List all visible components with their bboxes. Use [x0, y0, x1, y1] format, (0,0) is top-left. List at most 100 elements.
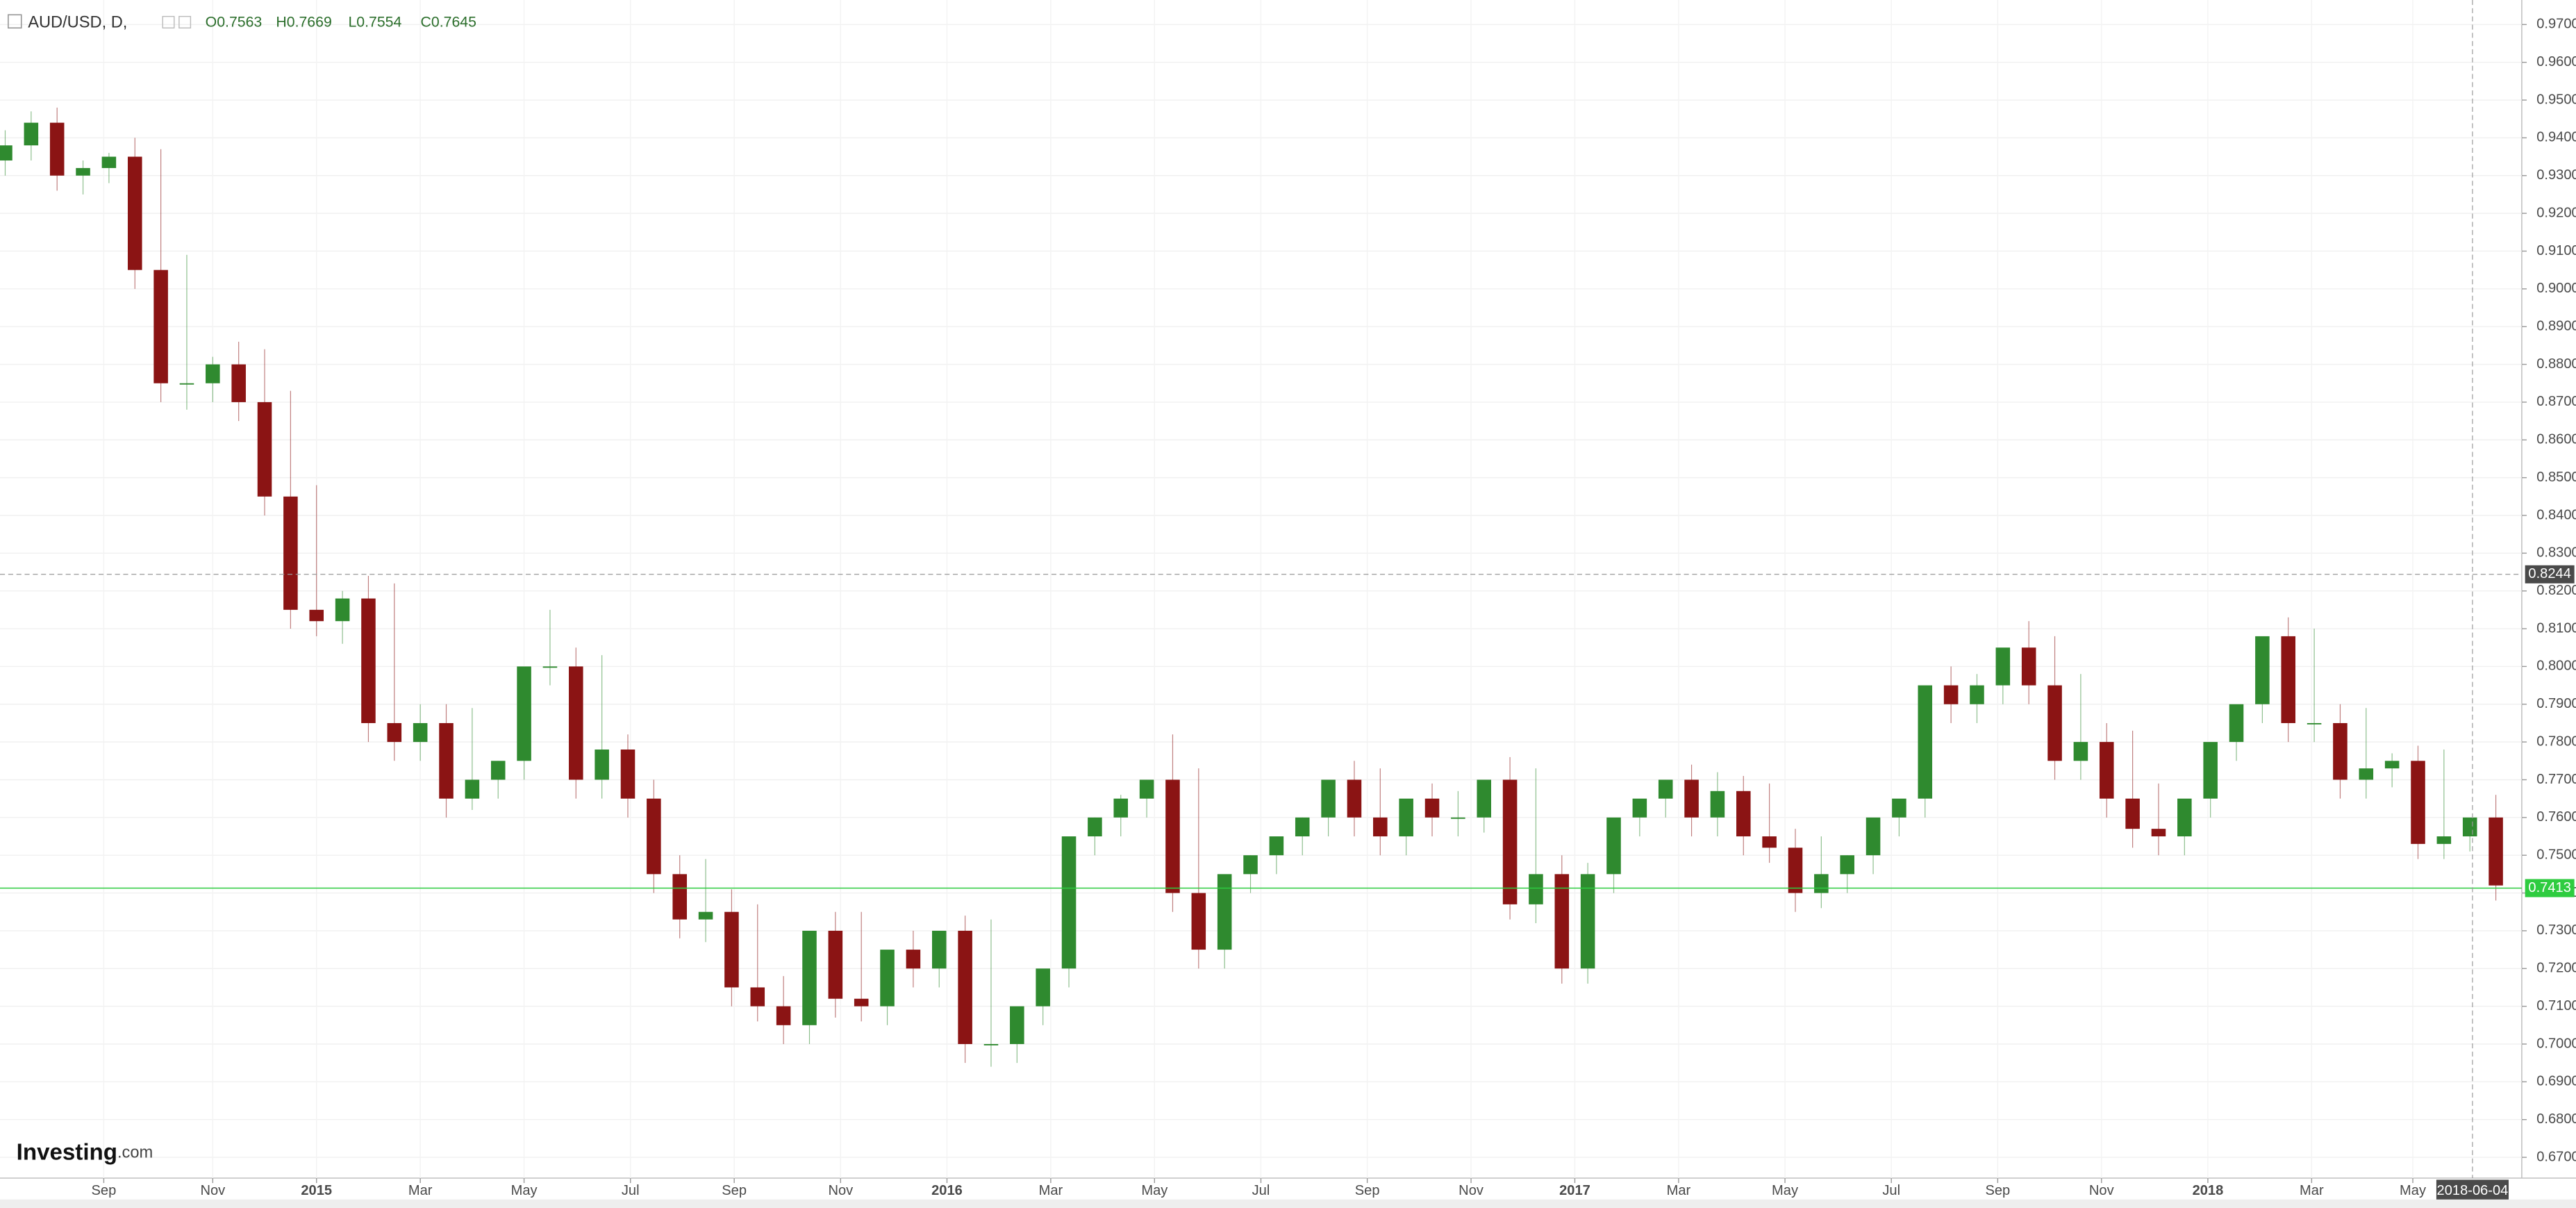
- candle-body: [1529, 874, 1543, 904]
- footer-bar: [0, 1199, 2576, 1208]
- candle-body: [2333, 722, 2348, 780]
- collapse-button[interactable]: [7, 14, 22, 29]
- y-tick-label: 0.7500: [2536, 847, 2576, 863]
- x-tick-label: May: [1141, 1183, 1167, 1198]
- y-tick-label: 0.9700: [2536, 17, 2576, 32]
- candle-body: [2177, 798, 2192, 837]
- candle-body: [153, 270, 168, 383]
- candle-body: [24, 122, 39, 146]
- y-tick-label: 0.6700: [2536, 1149, 2576, 1164]
- last-price-label: 0.7413: [2528, 880, 2570, 895]
- candle-body: [2359, 768, 2374, 780]
- candle-body: [361, 598, 376, 723]
- x-tick-label: 2018: [2193, 1183, 2224, 1198]
- y-tick-label: 0.8600: [2536, 432, 2576, 447]
- candle-body: [1347, 779, 1362, 818]
- crosshair-x-box: [2436, 1180, 2509, 1200]
- x-tick-label: Sep: [92, 1183, 117, 1198]
- y-tick-label: 0.9600: [2536, 54, 2576, 69]
- x-tick-label: Mar: [408, 1183, 433, 1198]
- candle-body: [1139, 779, 1154, 799]
- candle-body: [776, 1006, 791, 1025]
- logo-main: Investing: [17, 1139, 117, 1165]
- x-tick-label: Nov: [828, 1183, 853, 1198]
- candle-body: [465, 779, 480, 799]
- candle-body: [1217, 874, 1232, 950]
- candle-body: [2099, 742, 2114, 799]
- candle-body: [283, 496, 298, 610]
- x-tick-label: May: [2400, 1183, 2426, 1198]
- x-tick-label: Nov: [2089, 1183, 2114, 1198]
- candle-body: [1762, 836, 1777, 848]
- candle-body: [698, 911, 713, 920]
- candle-body: [1165, 779, 1180, 893]
- logo-suffix: .com: [117, 1144, 153, 1162]
- x-tick-label: Jul: [1882, 1183, 1900, 1198]
- y-tick-label: 0.8800: [2536, 356, 2576, 372]
- candle-body: [1243, 855, 1258, 875]
- candle-body: [1684, 779, 1699, 818]
- x-tick-label: Mar: [1039, 1183, 1063, 1198]
- candle-body: [542, 666, 558, 668]
- x-tick-label: 2015: [301, 1183, 332, 1198]
- candle-body: [1424, 798, 1440, 818]
- y-tick-label: 0.9200: [2536, 205, 2576, 220]
- candle-body: [2488, 817, 2503, 886]
- candle-body: [672, 874, 687, 920]
- candle-body: [490, 761, 506, 780]
- y-tick-label: 0.8100: [2536, 620, 2576, 636]
- candle-body: [802, 930, 817, 1025]
- y-tick-label: 0.9500: [2536, 92, 2576, 107]
- x-tick-label: Sep: [1985, 1183, 2010, 1198]
- candle-body: [2047, 685, 2062, 761]
- x-tick-label: Mar: [2300, 1183, 2324, 1198]
- candle-body: [1010, 1006, 1024, 1044]
- candle-body: [231, 364, 246, 402]
- y-tick-label: 0.9100: [2536, 243, 2576, 258]
- candle-body: [880, 950, 895, 1007]
- candle-body: [1191, 893, 1206, 950]
- candle-body: [127, 156, 142, 270]
- candle-body: [335, 598, 350, 622]
- settings-icon[interactable]: [162, 15, 175, 28]
- x-tick-label: Mar: [1667, 1183, 1691, 1198]
- candle-body: [2151, 829, 2166, 837]
- low-value: L0.7554: [348, 14, 401, 31]
- candle-body: [2411, 761, 2425, 844]
- candle-body: [828, 930, 843, 999]
- y-tick-label: 0.8200: [2536, 583, 2576, 598]
- candle-body: [1113, 798, 1129, 818]
- candle-body: [2255, 636, 2270, 704]
- candle-body: [2436, 836, 2452, 844]
- close-icon[interactable]: [178, 15, 192, 28]
- candle-body: [983, 1043, 999, 1045]
- candle-body: [1451, 817, 1465, 819]
- candle-body: [257, 402, 272, 497]
- y-tick-label: 0.7800: [2536, 734, 2576, 749]
- candle-body: [1477, 779, 1491, 818]
- crosshair-y-box: [2525, 565, 2575, 584]
- candle-body: [2281, 636, 2296, 723]
- candle-body: [1970, 685, 1984, 704]
- x-tick-label: Jul: [1252, 1183, 1270, 1198]
- candle-body: [206, 364, 220, 383]
- candle-body: [517, 666, 531, 761]
- candle-body: [1502, 779, 1518, 904]
- y-tick-label: 0.8500: [2536, 470, 2576, 485]
- candle-body: [1814, 874, 1829, 893]
- close-value: C0.7645: [421, 14, 476, 31]
- y-tick-label: 0.8400: [2536, 507, 2576, 522]
- x-tick-label: 2016: [931, 1183, 963, 1198]
- candle-body: [1710, 791, 1725, 818]
- candle-body: [101, 156, 117, 168]
- x-tick-label: Sep: [722, 1183, 747, 1198]
- candle-body: [1269, 836, 1284, 856]
- candle-body: [1061, 836, 1077, 969]
- x-tick-label: Sep: [1355, 1183, 1380, 1198]
- candle-body: [906, 950, 921, 969]
- candle-body: [309, 609, 324, 622]
- y-tick-label: 0.7300: [2536, 922, 2576, 938]
